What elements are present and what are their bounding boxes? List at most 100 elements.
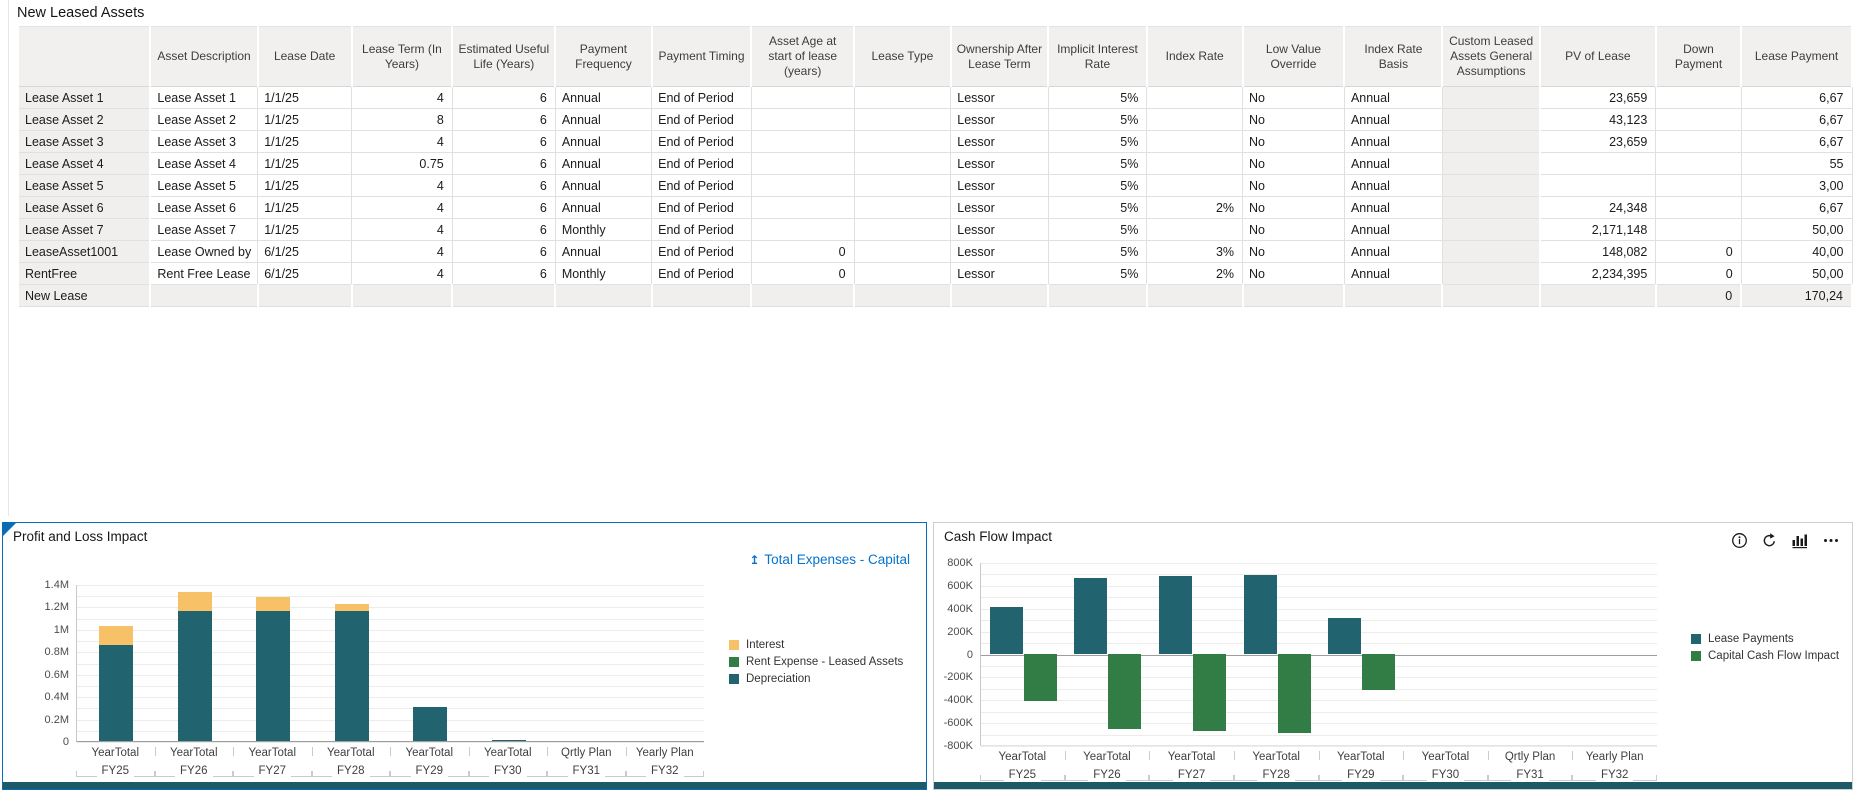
cell[interactable]: No xyxy=(1242,130,1345,153)
bar-capital-cash-flow-impact[interactable] xyxy=(1362,653,1396,690)
cell[interactable] xyxy=(751,174,855,197)
cell[interactable]: No xyxy=(1242,262,1345,285)
cell[interactable]: 2% xyxy=(1146,262,1244,285)
cell[interactable]: 1/1/25 xyxy=(257,86,353,109)
cell[interactable] xyxy=(1655,152,1742,175)
cell[interactable]: 0 xyxy=(1655,284,1743,307)
cell[interactable] xyxy=(751,218,855,241)
cell[interactable]: Lessor xyxy=(950,174,1049,197)
cell[interactable] xyxy=(1442,152,1541,175)
cell[interactable]: 40,00 xyxy=(1741,240,1853,263)
cell[interactable]: Lease Asset 4 xyxy=(150,152,259,175)
cell[interactable]: Annual xyxy=(555,240,653,263)
bar-capital-cash-flow-impact[interactable] xyxy=(1193,653,1227,732)
cell[interactable]: 170,24 xyxy=(1741,284,1853,307)
cell[interactable] xyxy=(1655,130,1742,153)
cell[interactable] xyxy=(854,284,952,307)
cell[interactable] xyxy=(651,284,753,307)
cell[interactable]: No xyxy=(1242,174,1345,197)
cell[interactable]: Lessor xyxy=(950,108,1049,131)
cell[interactable]: 1/1/25 xyxy=(257,152,353,175)
cell[interactable]: 23,659 xyxy=(1539,86,1657,109)
cell[interactable]: 6 xyxy=(452,262,556,285)
cell[interactable] xyxy=(1442,262,1541,285)
cell[interactable] xyxy=(751,130,855,153)
cell[interactable] xyxy=(1442,174,1541,197)
cell[interactable]: 148,082 xyxy=(1539,240,1657,263)
cell[interactable]: 24,348 xyxy=(1539,196,1657,219)
cell[interactable] xyxy=(1344,284,1444,307)
cell[interactable]: End of Period xyxy=(651,130,752,153)
cell[interactable] xyxy=(1655,174,1742,197)
cell[interactable]: 4 xyxy=(351,218,453,241)
cell[interactable]: 6,67 xyxy=(1741,196,1853,219)
cell[interactable] xyxy=(452,284,557,307)
cell[interactable]: 5% xyxy=(1048,262,1148,285)
info-icon[interactable] xyxy=(1731,532,1748,549)
cell[interactable]: Annual xyxy=(1344,174,1443,197)
cell[interactable]: 5% xyxy=(1048,108,1148,131)
cell[interactable]: 5% xyxy=(1048,152,1148,175)
cell[interactable] xyxy=(1146,130,1244,153)
cell[interactable]: 0 xyxy=(1655,240,1742,263)
cell[interactable]: No xyxy=(1242,152,1345,175)
cell[interactable] xyxy=(1539,284,1657,307)
cell[interactable]: 6/1/25 xyxy=(257,262,353,285)
cell[interactable]: End of Period xyxy=(651,262,752,285)
cell[interactable]: 5% xyxy=(1048,130,1148,153)
cell[interactable]: Lease Asset 7 xyxy=(150,218,259,241)
cell[interactable]: 2,234,395 xyxy=(1539,262,1657,285)
cell[interactable]: End of Period xyxy=(651,240,752,263)
bar-interest[interactable] xyxy=(99,625,134,645)
cell[interactable] xyxy=(1442,196,1541,219)
cell[interactable]: Annual xyxy=(1344,86,1443,109)
cell[interactable]: Lessor xyxy=(950,130,1049,153)
cell[interactable] xyxy=(751,86,855,109)
cell[interactable]: 6 xyxy=(452,152,556,175)
cell[interactable]: No xyxy=(1242,86,1345,109)
cell[interactable]: Annual xyxy=(1344,218,1443,241)
cell[interactable] xyxy=(751,284,856,307)
bar-interest[interactable] xyxy=(177,591,212,611)
cell[interactable] xyxy=(1655,108,1742,131)
cell[interactable] xyxy=(1655,218,1742,241)
bar-interest[interactable] xyxy=(334,604,369,611)
cell[interactable]: 6,67 xyxy=(1741,108,1853,131)
cash-flow-panel[interactable]: Cash Flow Impact -800K -600K -400K -200K 0 20… xyxy=(933,522,1853,790)
cell[interactable]: 4 xyxy=(351,196,453,219)
cell[interactable] xyxy=(1146,218,1244,241)
cell[interactable]: 0.75 xyxy=(351,152,453,175)
cell[interactable] xyxy=(950,284,1050,307)
cell[interactable]: 0 xyxy=(751,240,855,263)
cell[interactable]: Lessor xyxy=(950,262,1049,285)
cell[interactable] xyxy=(555,284,653,307)
cell[interactable] xyxy=(257,284,353,307)
cell[interactable]: Lease Owned by xyxy=(150,240,259,263)
cell[interactable]: Annual xyxy=(555,196,653,219)
cell[interactable] xyxy=(854,196,952,219)
drill-up-link[interactable]: ↥ Total Expenses - Capital xyxy=(749,552,910,567)
cell[interactable]: Annual xyxy=(555,174,653,197)
refresh-icon[interactable] xyxy=(1761,532,1778,549)
cell[interactable] xyxy=(1442,86,1541,109)
cell[interactable] xyxy=(854,240,952,263)
cell[interactable]: 4 xyxy=(351,240,453,263)
cell[interactable] xyxy=(751,108,855,131)
cell[interactable]: 6 xyxy=(452,218,556,241)
cell[interactable]: 6 xyxy=(452,196,556,219)
cell[interactable] xyxy=(1539,152,1657,175)
bar-capital-cash-flow-impact[interactable] xyxy=(1277,653,1311,733)
bar-lease-payments[interactable] xyxy=(1328,618,1362,654)
more-actions-icon[interactable] xyxy=(1822,532,1840,549)
cell[interactable]: Lease Asset 5 xyxy=(150,174,259,197)
cell[interactable]: Lease Asset 6 xyxy=(150,196,259,219)
cell[interactable]: 1/1/25 xyxy=(257,196,353,219)
cell[interactable] xyxy=(854,174,952,197)
cell[interactable]: Lease Asset 1 xyxy=(150,86,259,109)
cell[interactable]: Annual xyxy=(555,152,653,175)
cell[interactable] xyxy=(751,152,855,175)
cell[interactable] xyxy=(1655,196,1742,219)
cell[interactable] xyxy=(150,284,259,307)
cell[interactable] xyxy=(1146,108,1244,131)
cell[interactable]: 5% xyxy=(1048,196,1148,219)
